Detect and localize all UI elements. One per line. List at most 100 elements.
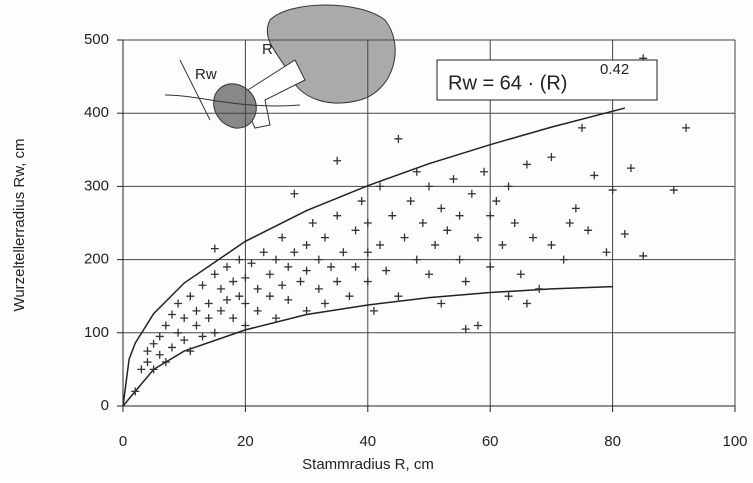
point xyxy=(320,233,329,242)
point xyxy=(682,123,691,132)
point xyxy=(394,292,403,301)
point xyxy=(192,306,201,315)
x-tick-label: 40 xyxy=(359,433,376,450)
point xyxy=(216,306,225,315)
point xyxy=(473,233,482,242)
point xyxy=(174,328,183,337)
point xyxy=(155,350,164,359)
point xyxy=(437,299,446,308)
point xyxy=(161,321,170,330)
point xyxy=(522,160,531,169)
point xyxy=(180,336,189,345)
point xyxy=(351,226,360,235)
sketch-label: Rw xyxy=(195,66,217,83)
point xyxy=(327,262,336,271)
formula-exponent: 0.42 xyxy=(600,61,629,78)
point xyxy=(565,219,574,227)
point xyxy=(272,314,280,323)
point xyxy=(357,197,366,206)
point xyxy=(210,270,219,279)
y-tick-label: 0 xyxy=(101,397,109,414)
point xyxy=(296,277,305,286)
point xyxy=(486,211,495,220)
point xyxy=(253,284,262,293)
point xyxy=(143,347,152,356)
point xyxy=(204,314,213,323)
point xyxy=(302,240,311,249)
point xyxy=(278,281,287,290)
point xyxy=(155,332,164,341)
point xyxy=(345,292,354,301)
point xyxy=(443,226,452,235)
point xyxy=(363,219,372,227)
point xyxy=(620,229,629,238)
point xyxy=(149,339,158,348)
point xyxy=(669,186,678,195)
point xyxy=(388,211,397,220)
point xyxy=(278,233,287,242)
point xyxy=(467,189,476,198)
point xyxy=(290,248,299,257)
point xyxy=(522,299,531,308)
point xyxy=(198,332,207,341)
point xyxy=(418,219,427,227)
point xyxy=(339,248,348,257)
point xyxy=(167,343,176,352)
point xyxy=(351,262,360,271)
point xyxy=(223,262,232,271)
point xyxy=(455,211,464,220)
point xyxy=(247,259,256,268)
point xyxy=(425,182,433,191)
point xyxy=(394,134,403,143)
point xyxy=(504,182,513,191)
y-tick-label: 400 xyxy=(84,104,109,121)
x-tick-label: 100 xyxy=(722,433,747,450)
point xyxy=(461,325,470,334)
point xyxy=(473,321,482,330)
point xyxy=(314,284,323,293)
point xyxy=(437,204,446,213)
envelope-curve xyxy=(122,285,613,407)
point xyxy=(425,270,433,279)
x-tick-label: 80 xyxy=(604,433,621,450)
y-tick-label: 300 xyxy=(84,177,109,194)
point xyxy=(137,365,146,374)
y-tick-label: 200 xyxy=(84,251,109,268)
point xyxy=(406,197,415,206)
point xyxy=(333,277,342,286)
point xyxy=(198,281,207,290)
point xyxy=(498,240,507,249)
point xyxy=(376,182,385,191)
point xyxy=(314,255,323,264)
point xyxy=(320,299,329,308)
point xyxy=(333,211,342,220)
point xyxy=(149,365,158,374)
point xyxy=(186,292,195,301)
point xyxy=(302,306,311,315)
point xyxy=(216,284,225,293)
point xyxy=(192,321,201,330)
point xyxy=(186,347,195,356)
point xyxy=(284,295,293,304)
point xyxy=(461,277,470,286)
point xyxy=(363,248,372,257)
point xyxy=(376,240,385,249)
point xyxy=(559,255,568,264)
point xyxy=(510,219,519,227)
point xyxy=(529,233,538,242)
point xyxy=(578,123,586,132)
point xyxy=(431,240,440,249)
point xyxy=(486,262,495,271)
sketch-ground xyxy=(164,94,301,107)
point xyxy=(369,306,378,315)
point xyxy=(131,387,140,396)
point xyxy=(492,197,501,206)
point xyxy=(259,248,268,257)
point xyxy=(584,226,593,235)
sketch: R Rw xyxy=(164,4,396,129)
point xyxy=(602,248,611,257)
point xyxy=(229,314,238,323)
point xyxy=(272,255,280,264)
point xyxy=(143,358,152,367)
x-tick-label: 0 xyxy=(119,433,127,450)
